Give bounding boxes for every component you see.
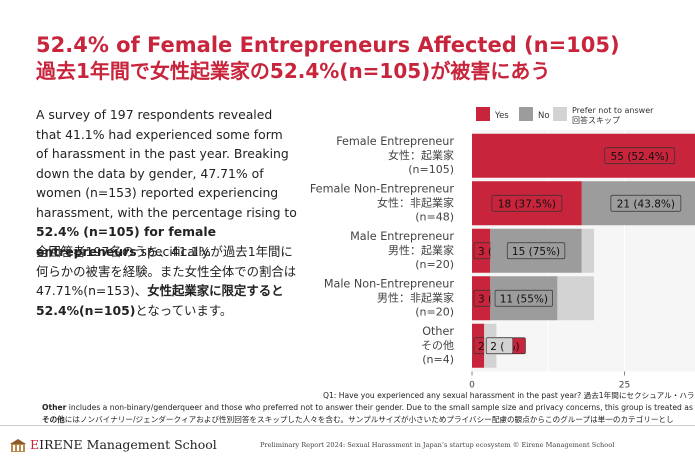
data-label: 55 (52.4%) (611, 151, 669, 163)
category-label-n: (n=20) (415, 305, 454, 318)
data-label-box (485, 337, 514, 355)
data-label-box (604, 147, 676, 165)
summary-en-highlight: 52.4% (n=105) for female entrepreneurs (36, 224, 217, 259)
school-logo-icon (10, 439, 26, 452)
category-label-n: (n=20) (415, 258, 454, 271)
legend-swatch (519, 107, 533, 121)
title-japanese: 過去1年間で女性起業家の52.4%(n=105)が被害にあう (36, 59, 551, 83)
category-label-en: Male Non-Entrepreneur (324, 277, 455, 290)
brand-suffix: Management School (82, 437, 217, 452)
x-tick-label: 0 (469, 381, 475, 391)
legend-label-ja: 回答スキップ (572, 115, 620, 125)
category-label-ja: 男性：非起業家 (377, 290, 454, 304)
footnote-en-text: includes a non-binary/genderqueer and th… (66, 403, 695, 412)
summary-ja-text: 全回答者197名のうち、41.1%が過去1年間に何らかの被害を経験。また女性全体… (36, 244, 297, 298)
data-label-box (494, 289, 553, 307)
summary-en-end: specifically. (136, 243, 212, 259)
footnote-english: Other includes a non-binary/genderqueer … (42, 403, 695, 412)
legend-label: No (538, 111, 550, 121)
title-english: 52.4% of Female Entrepreneurs Affected (… (36, 33, 620, 57)
brand-word: IRENE (39, 437, 83, 452)
data-label: 11 (55%) (500, 293, 548, 305)
category-label-en: Male Entrepreneur (350, 230, 454, 243)
footnote-ja-text: にはノンバイナリー/ジェンダークィアおよび性別回答をスキップした人々を含む。サン… (64, 415, 674, 424)
category-label-n: (n=4) (422, 353, 454, 366)
legend-swatch (553, 107, 567, 121)
x-tick-label: 25 (619, 381, 630, 391)
page-footer: EIRENE Management School Preliminary Rep… (0, 425, 695, 461)
category-label-en: Female Non-Entrepreneur (310, 182, 455, 195)
data-label: 21 (43.8%) (617, 198, 675, 210)
brand-name: EIRENE Management School (30, 437, 217, 452)
legend-swatch (476, 107, 490, 121)
chart-question-caption: Q1: Have you experienced any sexual hara… (323, 391, 695, 400)
category-label-en: Female Entrepreneur (336, 135, 454, 148)
category-label-n: (n=105) (408, 163, 454, 176)
category-label-ja: その他 (421, 339, 454, 352)
report-credit: Preliminary Report 2024: Sexual Harassme… (260, 441, 615, 449)
data-label: 15 (75%) (512, 246, 560, 258)
data-label: 2 ( (490, 341, 504, 353)
summary-paragraph-japanese: 全回答者197名のうち、41.1%が過去1年間に何らかの被害を経験。また女性全体… (36, 242, 298, 320)
summary-en-text: A survey of 197 respondents revealed tha… (36, 107, 297, 220)
category-label-n: (n=48) (415, 210, 454, 223)
legend-label: Prefer not to answer (572, 106, 654, 115)
category-label-ja: 女性：非起業家 (377, 195, 454, 209)
category-label-en: Other (422, 325, 454, 338)
summary-paragraph-english: A survey of 197 respondents revealed tha… (36, 105, 298, 261)
page-title: 52.4% of Female Entrepreneurs Affected (… (36, 32, 620, 84)
summary-ja-end: となっています。 (135, 302, 233, 318)
bar-prefer-not-to-answer (581, 228, 594, 273)
legend-label: Yes (494, 111, 509, 121)
footnote-ja-term: その他 (42, 415, 65, 424)
data-label-box (610, 194, 682, 212)
data-label: 18 (37.5%) (498, 198, 556, 210)
data-label-box (506, 242, 566, 260)
footnote-japanese: その他にはノンバイナリー/ジェンダークィアおよび性別回答をスキップした人々を含む… (42, 414, 695, 425)
footnote-en-term: Other (42, 403, 67, 412)
brand-initial: E (30, 437, 40, 452)
summary-ja-highlight: 女性起業家に限定すると52.4%(n=105) (36, 283, 284, 318)
stacked-bar-chart: 55 (52.4%)49 (Female Entrepreneur女性：起業家(… (310, 106, 695, 391)
category-label-ja: 女性：起業家 (388, 148, 454, 162)
data-label-box (491, 194, 563, 212)
bar-prefer-not-to-answer (557, 276, 594, 321)
category-label-ja: 男性：起業家 (388, 243, 454, 257)
